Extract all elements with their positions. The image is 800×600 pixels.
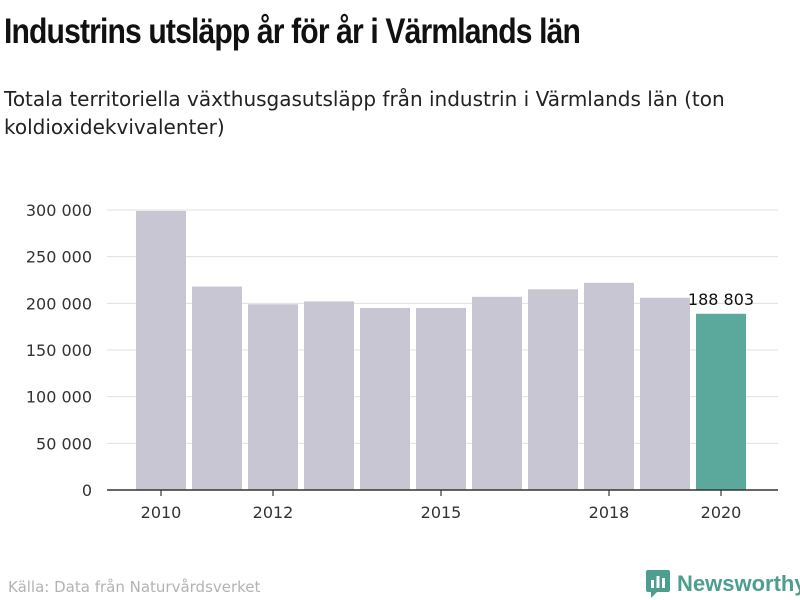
bar-2010 (136, 210, 186, 490)
chart-title: Industrins utsläpp år för år i Värmlands… (4, 12, 581, 51)
y-tick-label: 100 000 (26, 388, 92, 407)
bar-2018 (584, 282, 634, 490)
x-tick-label: 2015 (421, 503, 462, 522)
bar-2020 (696, 313, 746, 490)
y-tick-label: 50 000 (36, 434, 92, 453)
data-labels: 188 803 (688, 290, 754, 309)
y-tick-label: 300 000 (26, 201, 92, 220)
bar-2013 (304, 301, 354, 490)
x-tick-label: 2012 (253, 503, 294, 522)
bar-2012 (248, 304, 298, 490)
logo-text: Newsworthy (677, 571, 800, 596)
bar-2011 (192, 286, 242, 490)
source-note: Källa: Data från Naturvårdsverket (8, 578, 261, 596)
y-tick-label: 250 000 (26, 248, 92, 267)
newsworthy-logo-icon (646, 570, 670, 598)
y-tick-label: 200 000 (26, 294, 92, 313)
x-tick-label: 2018 (589, 503, 630, 522)
bars (136, 210, 746, 490)
x-tick-label: 2010 (141, 503, 182, 522)
y-tick-label: 0 (82, 481, 92, 500)
bar-2017 (528, 289, 578, 490)
bar-2015 (416, 308, 466, 490)
chart-subtitle: Totala territoriella växthusgasutsläpp f… (4, 87, 725, 139)
y-axis-tick-labels: 0 50 000 100 000 150 000 200 000 250 000 300 0… (26, 201, 92, 500)
bar-2016 (472, 296, 522, 490)
x-axis-tick-labels: 2010 2012 2015 2018 2020 (141, 503, 742, 522)
bar-2019 (640, 297, 690, 490)
y-tick-label: 150 000 (26, 341, 92, 360)
bar-2014 (360, 308, 410, 490)
newsworthy-logo: Newsworthy (645, 568, 800, 600)
data-label: 188 803 (688, 290, 754, 309)
x-tick-label: 2020 (701, 503, 742, 522)
x-axis (107, 489, 778, 496)
